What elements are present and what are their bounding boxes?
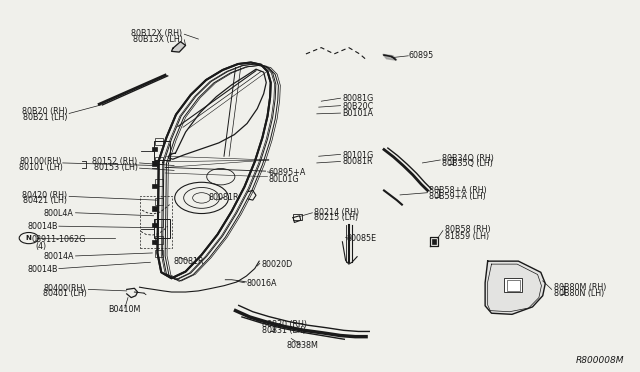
Text: 80B20C: 80B20C — [342, 102, 374, 110]
Polygon shape — [383, 54, 397, 60]
Bar — [507, 280, 520, 291]
Text: 80B34Q (RH): 80B34Q (RH) — [442, 154, 493, 163]
Bar — [504, 278, 522, 292]
Bar — [293, 214, 302, 220]
Text: 80B13X (LH): 80B13X (LH) — [132, 35, 182, 44]
Text: 80014A: 80014A — [43, 252, 74, 261]
Text: 80B58 (RH): 80B58 (RH) — [445, 225, 490, 234]
Text: 80020D: 80020D — [261, 260, 292, 269]
Text: 80831 (LH): 80831 (LH) — [262, 326, 307, 335]
Bar — [155, 138, 163, 145]
Text: B0410M: B0410M — [109, 305, 141, 314]
Text: 80830 (RH): 80830 (RH) — [262, 320, 307, 329]
Bar — [152, 147, 157, 151]
Text: 80016A: 80016A — [246, 279, 277, 288]
Text: 80B59+A (LH): 80B59+A (LH) — [429, 192, 486, 201]
Text: 60895: 60895 — [408, 51, 433, 60]
Bar — [154, 219, 170, 238]
Bar — [155, 198, 163, 205]
Text: 80421 (LH): 80421 (LH) — [23, 196, 67, 205]
Text: 80081G: 80081G — [342, 94, 374, 103]
Text: B0101A: B0101A — [342, 109, 373, 118]
Text: 80014B: 80014B — [27, 222, 58, 231]
Polygon shape — [172, 42, 186, 52]
Polygon shape — [485, 261, 545, 314]
Bar — [154, 141, 170, 160]
Bar — [155, 179, 163, 186]
Text: R800008M: R800008M — [575, 356, 624, 365]
Text: 80L01G: 80L01G — [269, 175, 300, 184]
Text: 80081R: 80081R — [173, 257, 204, 266]
Text: (4): (4) — [35, 242, 46, 251]
Bar — [152, 161, 157, 166]
Bar — [152, 240, 157, 244]
Text: 80101G: 80101G — [342, 151, 374, 160]
Text: 80152 (RH): 80152 (RH) — [92, 157, 138, 166]
Bar — [152, 206, 157, 211]
Text: 80153 (LH): 80153 (LH) — [93, 163, 138, 172]
Text: 80420 (RH): 80420 (RH) — [22, 191, 67, 200]
Text: 80215 (LH): 80215 (LH) — [314, 213, 358, 222]
Bar — [432, 239, 436, 244]
Text: 800L4A: 800L4A — [44, 209, 74, 218]
Bar — [155, 236, 163, 244]
Bar — [152, 184, 157, 188]
Text: 80B20 (RH): 80B20 (RH) — [22, 107, 67, 116]
Text: 80838M: 80838M — [286, 341, 318, 350]
Text: 80081R: 80081R — [209, 193, 239, 202]
Text: 80014B: 80014B — [27, 265, 58, 274]
Text: 80B21 (LH): 80B21 (LH) — [22, 113, 67, 122]
Bar — [155, 157, 163, 164]
Text: 80B58+A (RH): 80B58+A (RH) — [429, 186, 486, 195]
Text: 60895+A: 60895+A — [269, 169, 306, 177]
Text: 80B80N (LH): 80B80N (LH) — [554, 289, 604, 298]
Text: 81859 (LH): 81859 (LH) — [445, 232, 489, 241]
Text: 08911-1062G: 08911-1062G — [32, 235, 86, 244]
Text: N: N — [26, 235, 32, 241]
Text: 80B35Q (LH): 80B35Q (LH) — [442, 159, 492, 168]
Text: 80214 (RH): 80214 (RH) — [314, 208, 359, 217]
Text: 80081R: 80081R — [342, 157, 373, 166]
Text: 80401 (LH): 80401 (LH) — [42, 289, 86, 298]
Text: 80B12X (RH): 80B12X (RH) — [131, 29, 182, 38]
Text: 80101 (LH): 80101 (LH) — [19, 163, 63, 172]
Bar — [155, 250, 163, 257]
Bar — [152, 223, 157, 227]
Text: 80085E: 80085E — [347, 234, 377, 243]
Text: 80B80M (RH): 80B80M (RH) — [554, 283, 606, 292]
Bar — [155, 219, 163, 227]
Text: 80400(RH): 80400(RH) — [44, 284, 86, 293]
Text: 80100(RH): 80100(RH) — [19, 157, 61, 166]
